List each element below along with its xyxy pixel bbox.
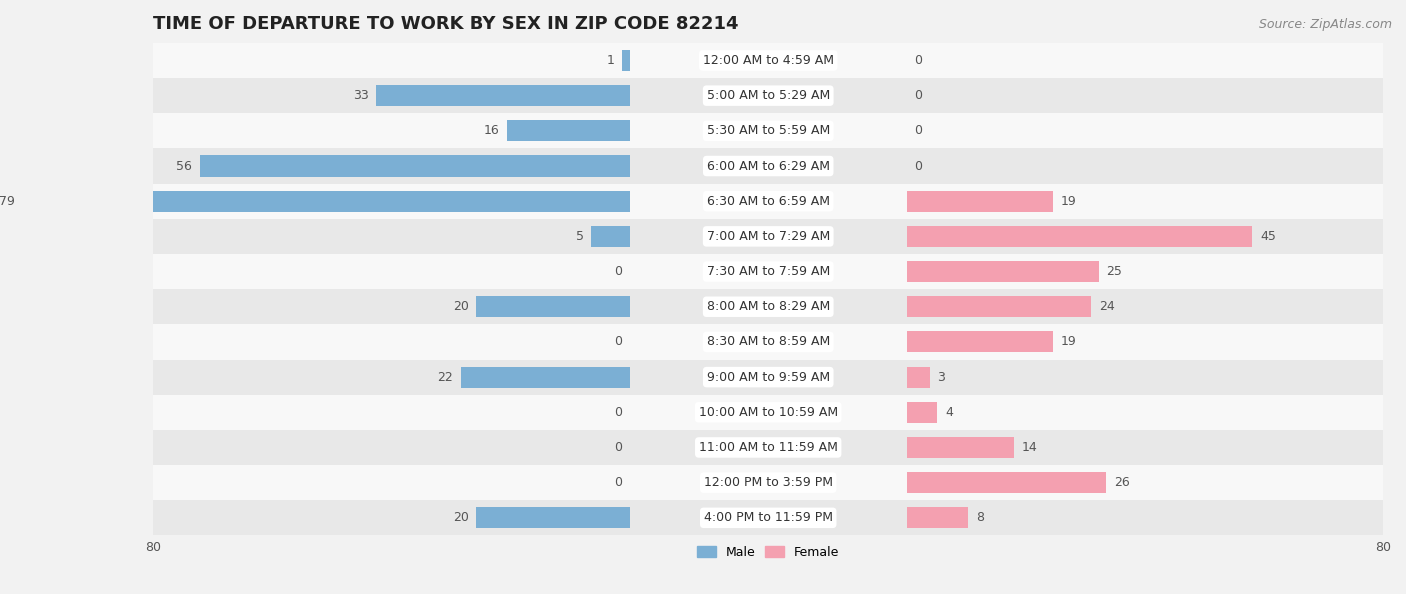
Text: 0: 0 [614,265,623,278]
Bar [22,191,630,211]
Text: 9:00 AM to 9:59 AM: 9:00 AM to 9:59 AM [707,371,830,384]
Text: 4:00 PM to 11:59 PM: 4:00 PM to 11:59 PM [704,511,832,525]
Bar [153,113,1384,148]
Text: 5:00 AM to 5:29 AM: 5:00 AM to 5:29 AM [707,89,830,102]
Text: 26: 26 [1114,476,1130,489]
Bar [153,465,1384,500]
Bar [907,296,1091,317]
Text: 5:30 AM to 5:59 AM: 5:30 AM to 5:59 AM [707,124,830,137]
Text: 0: 0 [614,406,623,419]
Text: 0: 0 [914,89,922,102]
Bar [907,191,1053,211]
Bar [153,394,1384,430]
Text: 0: 0 [914,124,922,137]
Bar [623,50,630,71]
Bar [907,331,1053,352]
Bar [461,366,630,388]
Text: 8: 8 [976,511,984,525]
Text: 0: 0 [614,441,623,454]
Text: 45: 45 [1260,230,1275,243]
Bar [153,359,1384,394]
Text: 56: 56 [176,160,191,172]
Bar [153,430,1384,465]
Bar [200,156,630,176]
Bar [907,437,1014,458]
Text: 79: 79 [0,195,15,208]
Bar [477,296,630,317]
Bar [153,500,1384,535]
Bar [907,402,938,423]
Text: 3: 3 [938,371,945,384]
Text: 7:00 AM to 7:29 AM: 7:00 AM to 7:29 AM [707,230,830,243]
Text: 14: 14 [1022,441,1038,454]
Bar [907,261,1098,282]
Text: 4: 4 [945,406,953,419]
Text: 19: 19 [1060,195,1076,208]
Bar [907,507,967,529]
Text: 0: 0 [614,476,623,489]
Bar [592,226,630,247]
Text: 5: 5 [576,230,583,243]
Bar [907,226,1253,247]
Bar [153,219,1384,254]
Bar [153,254,1384,289]
Text: 11:00 AM to 11:59 AM: 11:00 AM to 11:59 AM [699,441,838,454]
Bar [477,507,630,529]
Text: TIME OF DEPARTURE TO WORK BY SEX IN ZIP CODE 82214: TIME OF DEPARTURE TO WORK BY SEX IN ZIP … [153,15,740,33]
Text: 6:30 AM to 6:59 AM: 6:30 AM to 6:59 AM [707,195,830,208]
Text: 7:30 AM to 7:59 AM: 7:30 AM to 7:59 AM [707,265,830,278]
Bar [907,472,1107,493]
Bar [153,43,1384,78]
Text: 0: 0 [914,160,922,172]
Text: 8:30 AM to 8:59 AM: 8:30 AM to 8:59 AM [707,336,830,349]
Text: 19: 19 [1060,336,1076,349]
Bar [153,78,1384,113]
Text: 25: 25 [1107,265,1122,278]
Text: 33: 33 [353,89,368,102]
Bar [508,121,630,141]
Text: 22: 22 [437,371,453,384]
Bar [153,148,1384,184]
Bar [153,289,1384,324]
Text: 12:00 AM to 4:59 AM: 12:00 AM to 4:59 AM [703,54,834,67]
Text: 20: 20 [453,511,468,525]
Text: 10:00 AM to 10:59 AM: 10:00 AM to 10:59 AM [699,406,838,419]
Text: 16: 16 [484,124,499,137]
Text: 8:00 AM to 8:29 AM: 8:00 AM to 8:29 AM [707,300,830,313]
Text: 20: 20 [453,300,468,313]
Text: 1: 1 [606,54,614,67]
Legend: Male, Female: Male, Female [692,541,845,564]
Text: 6:00 AM to 6:29 AM: 6:00 AM to 6:29 AM [707,160,830,172]
Bar [153,184,1384,219]
Bar [153,324,1384,359]
Text: Source: ZipAtlas.com: Source: ZipAtlas.com [1258,18,1392,31]
Text: 12:00 PM to 3:59 PM: 12:00 PM to 3:59 PM [704,476,832,489]
Text: 0: 0 [614,336,623,349]
Text: 24: 24 [1098,300,1115,313]
Text: 0: 0 [914,54,922,67]
Bar [907,366,929,388]
Bar [377,85,630,106]
